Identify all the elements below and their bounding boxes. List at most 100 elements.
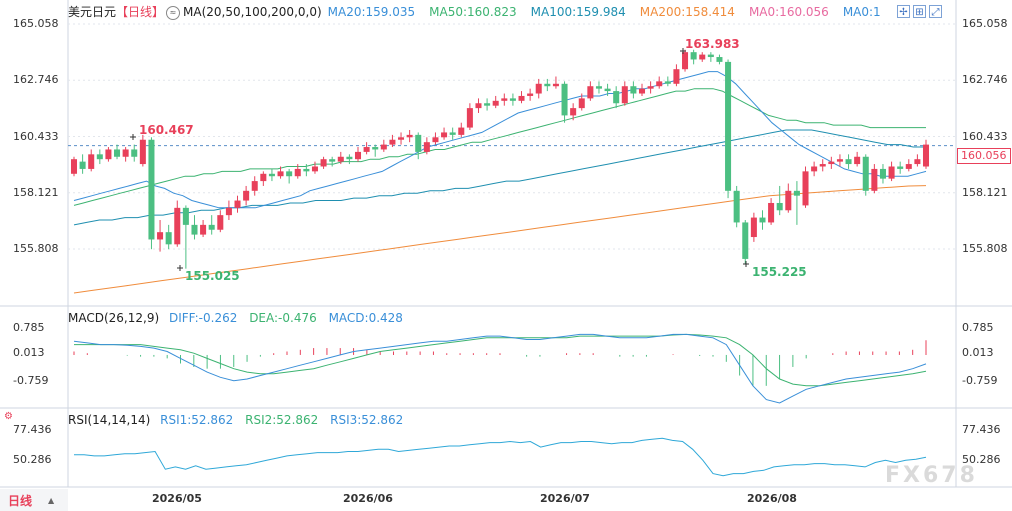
price-axis-right-2: 160.433 (962, 129, 1008, 143)
candle-body (415, 134, 422, 152)
rsi1-value: RSI1:52.862 (160, 413, 234, 427)
candle-body (458, 127, 465, 135)
candle-body (638, 88, 646, 94)
ma100-line (73, 129, 926, 226)
candle-body (131, 149, 138, 157)
candle-body (544, 83, 551, 87)
x-label-0: 2026/05 (152, 492, 202, 505)
candle-body (630, 86, 637, 94)
macd-diff-line (73, 333, 927, 404)
candle-body (311, 166, 318, 172)
candle-body (148, 139, 155, 240)
candle-body (914, 159, 921, 165)
annotation-low-1: 155.025 (185, 269, 240, 283)
candle-body (854, 156, 861, 165)
macd-dea-value: DEA:-0.476 (249, 311, 317, 325)
candle-body (725, 61, 732, 191)
rsi-settings-icon[interactable]: ⚙ (4, 411, 13, 422)
candle-body (785, 190, 792, 211)
price-axis-left-3: 158.121 (13, 185, 59, 199)
expand-icon[interactable]: ⤢ (929, 5, 942, 18)
candle-body (174, 207, 181, 245)
candle-body (750, 217, 757, 238)
price-axis-left-0: 165.058 (13, 17, 59, 30)
candle-body (595, 86, 602, 89)
macd-histogram (73, 340, 927, 386)
candle-body (260, 173, 267, 182)
marker-cross-2 (680, 48, 686, 54)
candles (70, 49, 930, 269)
fit-icon[interactable]: ⊞ (913, 5, 926, 18)
watermark: FX678 (885, 463, 978, 488)
candle-body (621, 86, 628, 104)
ma0b-value: MA0:1 (842, 5, 881, 19)
rsi3-value: RSI3:52.862 (330, 413, 404, 427)
candle-body (905, 164, 912, 169)
candle-body (79, 161, 86, 169)
candle-body (922, 144, 930, 167)
candle-body (845, 159, 852, 165)
macd-axis-right-0: 0.785 (962, 321, 994, 334)
candle-body (604, 88, 611, 92)
candle-body (716, 57, 723, 62)
candle-body (466, 108, 473, 128)
macd-diff-value: DIFF:-0.262 (168, 311, 238, 325)
macd-dea-line (74, 333, 927, 387)
current-price-tag: 160.056 (957, 148, 1011, 164)
candle-body (570, 108, 577, 116)
candle-body (656, 81, 663, 87)
candle-body (114, 149, 121, 157)
candle-body (406, 134, 413, 138)
candle-body (475, 103, 482, 109)
candle-body (682, 52, 689, 70)
candle-body (492, 100, 499, 106)
candle-body (561, 83, 568, 116)
rsi-axis-right-0: 77.436 (962, 423, 1001, 436)
candle-body (182, 207, 189, 225)
candle-body (88, 154, 95, 169)
crosshair-icon[interactable]: ✢ (897, 5, 910, 18)
ma200-value: MA200:158.414 (639, 5, 735, 19)
candle-body (768, 202, 775, 223)
rsi-axis-right-1: 50.286 (962, 453, 1001, 466)
candle-body (578, 98, 585, 109)
ma100-value: MA100:159.984 (530, 5, 626, 19)
candle-body (836, 159, 843, 162)
candle-body (811, 166, 818, 172)
price-axis-left-4: 155.808 (13, 242, 59, 255)
symbol-label: 美元日元 (68, 5, 117, 19)
ma20-value: MA20:159.035 (327, 5, 416, 19)
candle-body (647, 86, 654, 89)
period-selector-label: 日线 (8, 493, 33, 508)
candle-body (613, 91, 620, 104)
panel-frames (0, 0, 1012, 488)
period-selector-button[interactable]: 日线 ▲ (0, 489, 68, 511)
candle-body (200, 224, 207, 235)
candle-body (862, 156, 869, 191)
candle-body (320, 159, 327, 167)
candle-body (234, 200, 241, 208)
candle-body (268, 173, 275, 177)
candle-body (217, 215, 224, 230)
settings-icon[interactable]: ≈ (166, 6, 181, 20)
rsi-params-label: RSI(14,14,14) (68, 413, 151, 427)
period-label[interactable]: 【日线】 (116, 5, 165, 19)
rsi-legend: RSI(14,14,14) RSI1:52.862 RSI2:52.862 RS… (68, 413, 403, 427)
candle-body (303, 168, 310, 172)
candle-body (699, 54, 706, 60)
candle-body (776, 202, 783, 211)
candle-body (157, 232, 164, 240)
candle-body (441, 132, 448, 138)
candle-body (742, 222, 749, 259)
candle-body (329, 159, 336, 162)
candle-body (527, 93, 534, 96)
candle-body (389, 139, 396, 145)
annotation-high-2: 163.983 (685, 37, 740, 51)
candle-body (707, 54, 714, 58)
price-axis-right-0: 165.058 (962, 17, 1008, 30)
candle-body (346, 156, 353, 160)
price-axis-right-4: 155.808 (962, 242, 1008, 255)
candle-body (501, 98, 508, 101)
candle-body (484, 103, 491, 106)
